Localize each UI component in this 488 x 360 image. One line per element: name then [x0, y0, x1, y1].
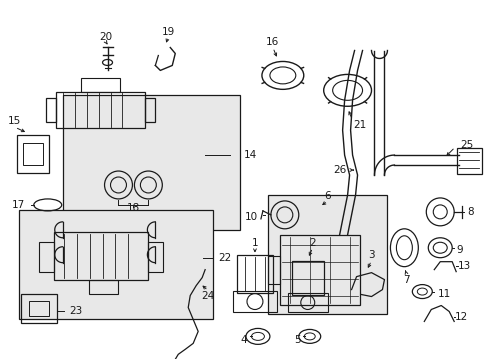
- Text: 17: 17: [12, 200, 25, 210]
- Text: 7: 7: [402, 275, 409, 285]
- Bar: [267, 256, 279, 284]
- Text: 24: 24: [201, 291, 214, 301]
- Bar: [56, 92, 145, 128]
- Bar: [81, 78, 120, 92]
- Text: 21: 21: [352, 120, 366, 130]
- Bar: [145, 98, 155, 122]
- Text: 25: 25: [460, 140, 473, 150]
- Text: 8: 8: [466, 207, 472, 217]
- Text: 10: 10: [244, 212, 257, 222]
- Bar: [291, 261, 323, 294]
- Text: 23: 23: [69, 306, 82, 316]
- Text: 4: 4: [240, 336, 247, 345]
- Bar: [46, 98, 56, 122]
- Text: 19: 19: [162, 27, 175, 37]
- Text: 22: 22: [218, 253, 231, 263]
- Bar: [237, 255, 272, 293]
- Bar: [62, 95, 240, 230]
- Bar: [148, 242, 163, 272]
- Text: 1: 1: [251, 238, 258, 248]
- Text: 20: 20: [99, 32, 112, 41]
- Text: 12: 12: [454, 312, 467, 323]
- Text: 14: 14: [243, 150, 256, 160]
- Bar: [279, 235, 359, 305]
- Bar: [23, 143, 42, 165]
- Text: 18: 18: [126, 203, 140, 213]
- Bar: [267, 195, 386, 315]
- Bar: [17, 135, 49, 173]
- Bar: [39, 242, 54, 272]
- Bar: [21, 293, 57, 323]
- Text: 2: 2: [309, 238, 315, 248]
- Bar: [456, 148, 481, 174]
- Bar: [287, 293, 327, 312]
- Text: 11: 11: [437, 289, 450, 298]
- Text: 5: 5: [294, 336, 301, 345]
- Text: 16: 16: [266, 36, 279, 46]
- Text: 9: 9: [456, 245, 463, 255]
- Bar: [29, 301, 49, 316]
- Bar: [233, 291, 276, 312]
- Text: 13: 13: [457, 261, 470, 271]
- Text: 3: 3: [367, 250, 374, 260]
- Bar: [19, 210, 213, 319]
- Text: 26: 26: [332, 165, 346, 175]
- Bar: [54, 232, 148, 280]
- Text: 6: 6: [324, 191, 330, 201]
- Bar: [88, 280, 118, 293]
- Text: 15: 15: [8, 116, 21, 126]
